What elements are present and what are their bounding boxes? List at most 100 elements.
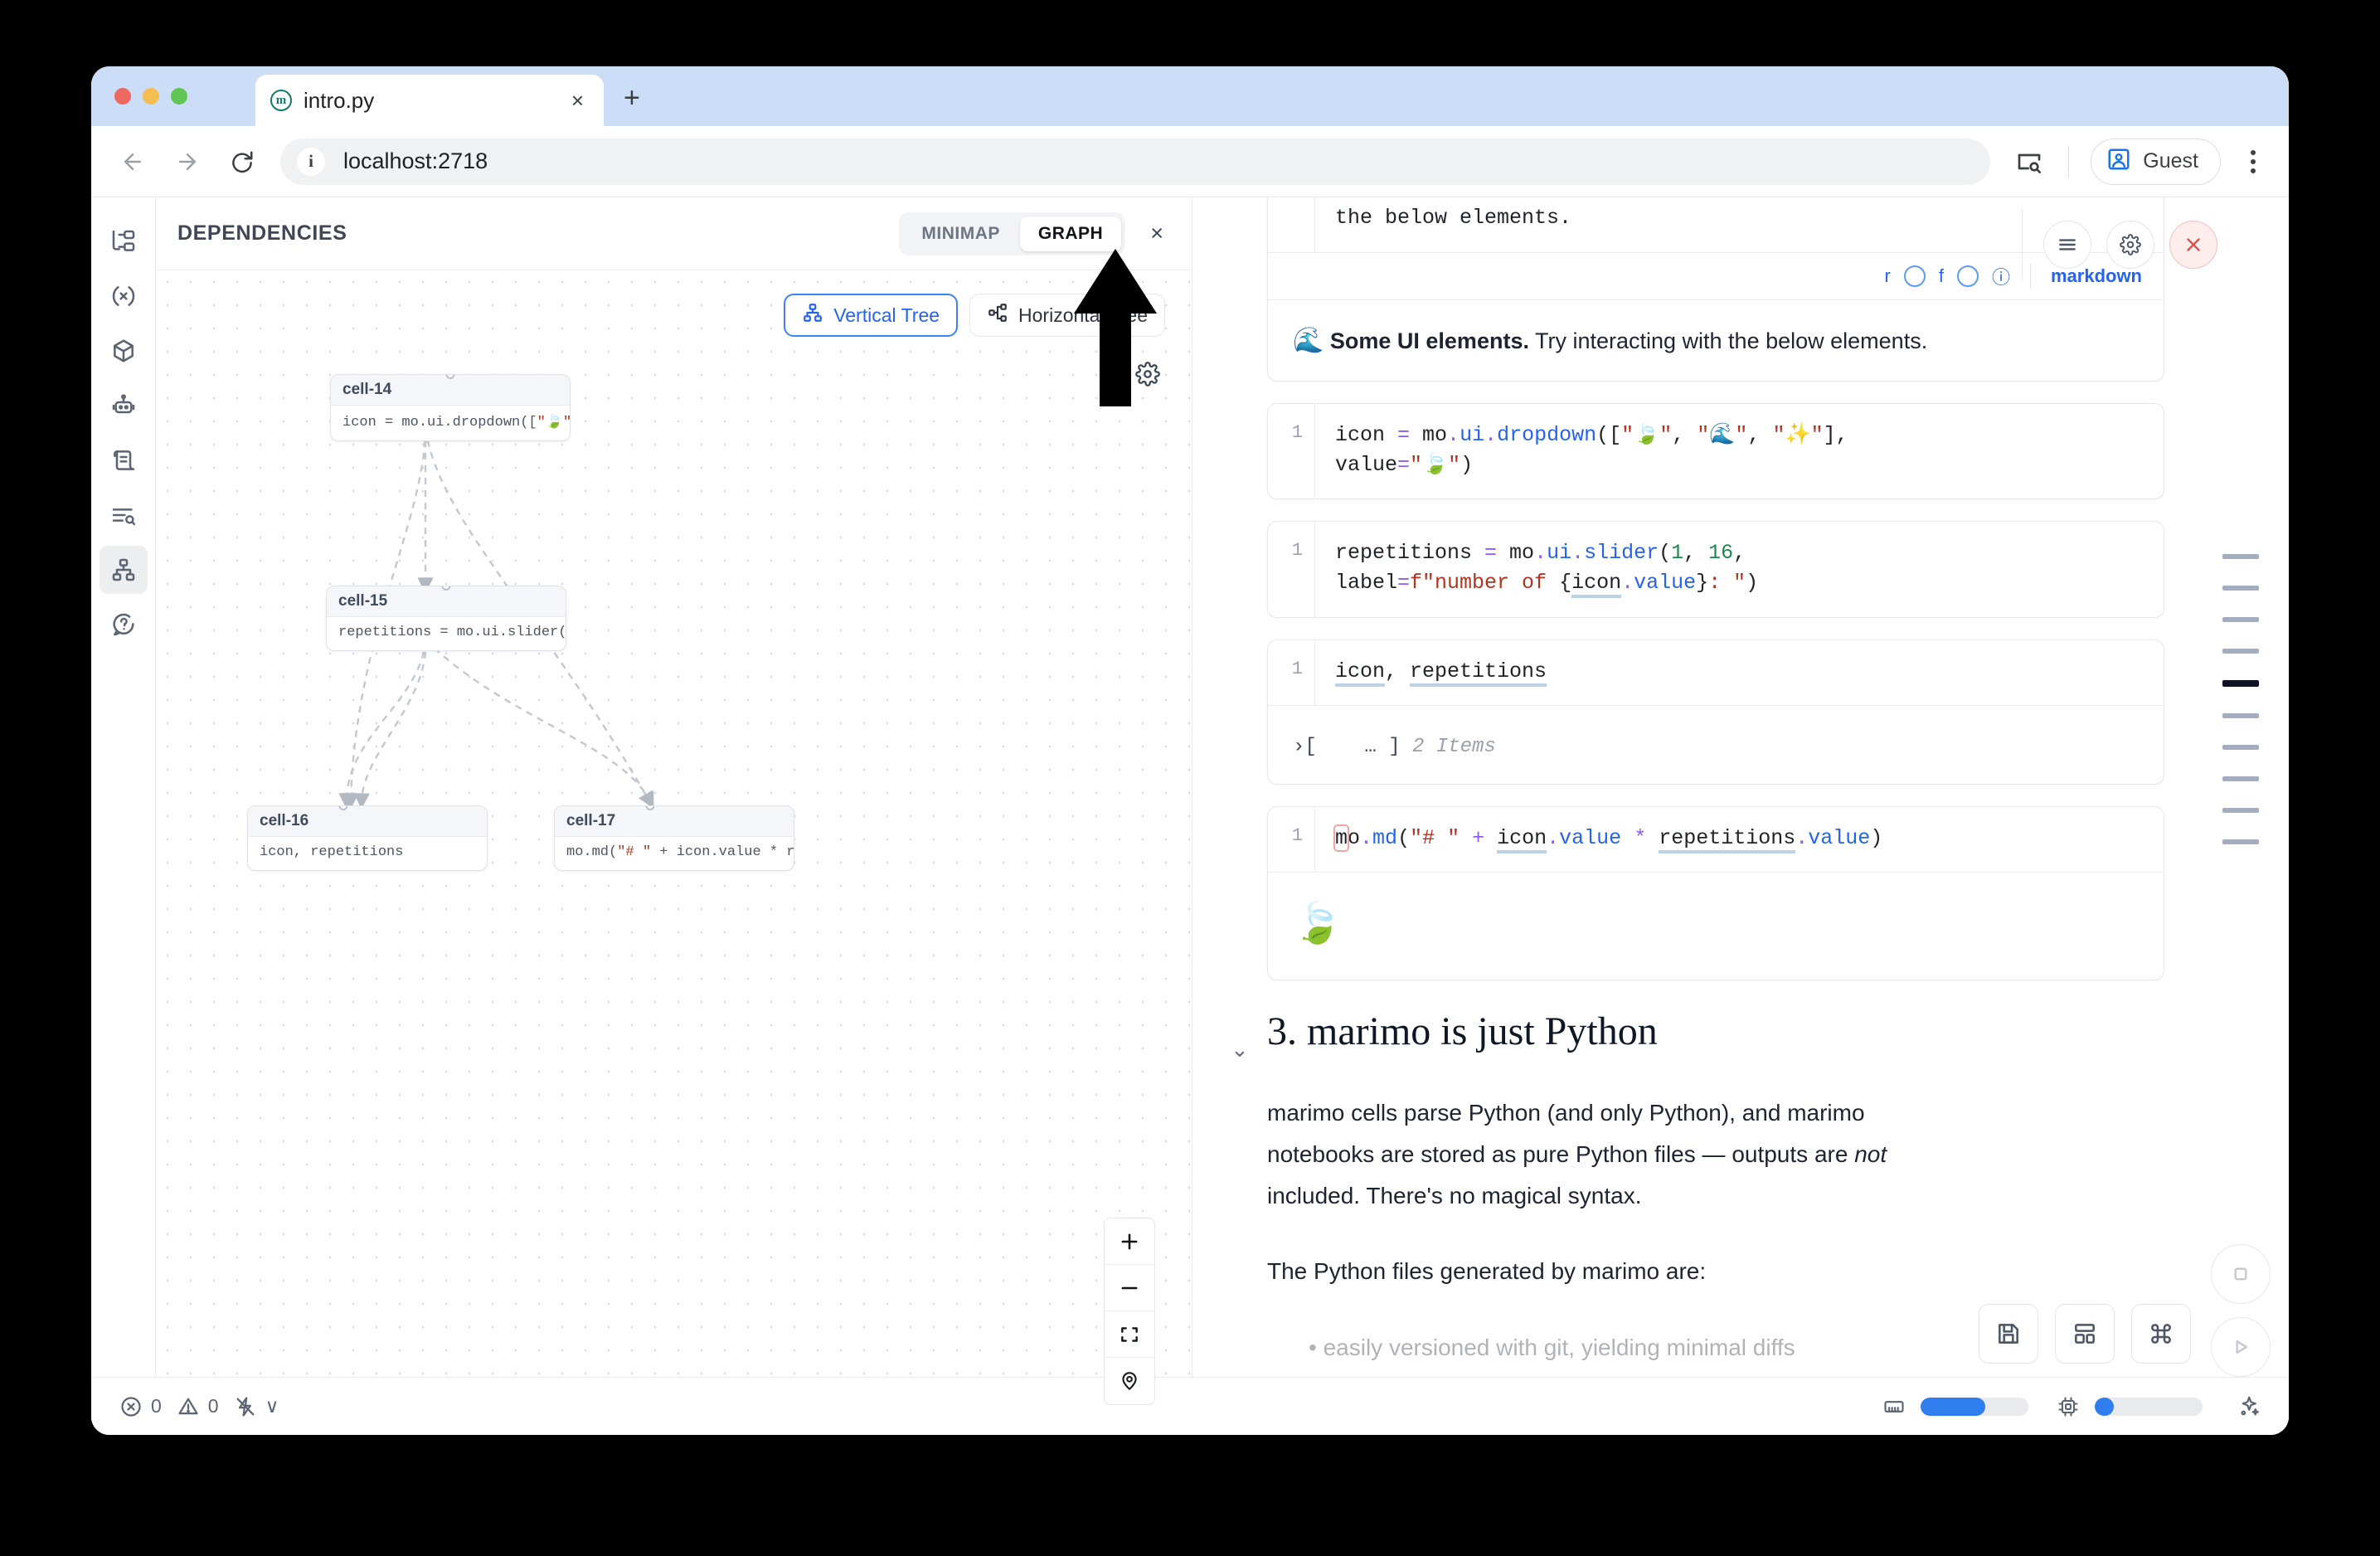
forward-button[interactable] (171, 145, 204, 178)
reload-button[interactable] (226, 145, 259, 178)
warning-status[interactable]: 0 (177, 1395, 219, 1418)
autorun-toggle[interactable]: ∨ (234, 1395, 279, 1418)
node-title: cell-17 (555, 806, 794, 837)
minimap-line[interactable] (2222, 745, 2259, 750)
sidebar-item-scratchpad[interactable] (100, 436, 148, 484)
interrupt-stop-icon[interactable] (2211, 1244, 2271, 1304)
notebook-minimap-strip[interactable] (2222, 554, 2259, 844)
section-collapse-chevron-icon[interactable]: ⌄ (1231, 1037, 1249, 1062)
command-palette-button[interactable] (2131, 1304, 2191, 1364)
zoom-in-button[interactable] (1105, 1218, 1154, 1265)
zoom-out-button[interactable] (1105, 1265, 1154, 1311)
node-handle-top[interactable] (645, 806, 655, 810)
memory-meter (1921, 1397, 2028, 1416)
view-mode-toggle: MINIMAP GRAPH (899, 212, 1126, 255)
graph-zoom-controls (1104, 1218, 1155, 1405)
site-info-icon[interactable]: i (297, 147, 325, 176)
graph-canvas[interactable]: Vertical Tree Horizontal Tree (156, 270, 1192, 1435)
cell-code-editor[interactable]: """🌊 Some UI elements.""" Try interactin… (1314, 197, 2164, 252)
notebook-cell-markdown[interactable]: 1 """🌊 Some UI elements.""" Try interact… (1267, 197, 2164, 382)
minimize-window-button[interactable] (143, 88, 159, 105)
cpu-icon (2057, 1395, 2080, 1418)
sidebar-item-packages[interactable] (100, 327, 148, 375)
cell-output: 🍃 (1268, 872, 2164, 980)
cell-code-editor[interactable]: icon = mo.ui.dropdown(["🍃", "🌊", "✨"], v… (1314, 403, 2164, 498)
notebook-cell-dropdown[interactable]: 1 icon = mo.ui.dropdown(["🍃", "🌊", "✨"],… (1267, 402, 2164, 499)
node-handle-top[interactable] (338, 806, 348, 810)
cell-code-editor[interactable]: mo.md("# " + icon.value * repetitions.va… (1314, 806, 2164, 872)
run-all-play-icon[interactable] (2211, 1317, 2271, 1377)
notebook-cell-refs[interactable]: 1 icon, repetitions ›[ … ] 2 Items (1267, 639, 2164, 785)
locate-button[interactable] (1105, 1358, 1154, 1404)
close-window-button[interactable] (114, 88, 131, 105)
cell-code-editor[interactable]: icon, repetitions (1314, 639, 2164, 705)
error-status[interactable]: 0 (119, 1395, 162, 1418)
address-bar[interactable]: i localhost:2718 (280, 138, 1991, 185)
footer-r-toggle[interactable] (1903, 265, 1926, 287)
save-button[interactable] (1979, 1304, 2038, 1364)
horizontal-tree-icon (987, 302, 1008, 328)
minimap-line[interactable] (2222, 776, 2259, 781)
graph-node-cell-15[interactable]: cell-15 repetitions = mo.ui.slider(1, 16… (326, 586, 566, 651)
tab-graph[interactable]: GRAPH (1019, 216, 1122, 251)
output-emoji: 🍃 (1293, 902, 1343, 946)
notebook-cell-md[interactable]: ⌄ 1 mo.md("# " + icon.value * repetition… (1267, 805, 2164, 980)
minimap-line[interactable] (2222, 713, 2259, 718)
minimap-line[interactable] (2222, 839, 2259, 844)
node-code: repetitions = mo.ui.slider(1, 16, label=… (338, 625, 566, 640)
sidebar-item-variables[interactable] (100, 272, 148, 320)
back-button[interactable] (116, 145, 149, 178)
info-icon[interactable]: ⓘ (1991, 266, 2010, 288)
dependencies-panel: DEPENDENCIES MINIMAP GRAPH × Vertical Tr… (156, 197, 1192, 1435)
node-handle-top[interactable] (445, 375, 455, 379)
autorun-chevron-icon[interactable]: ∨ (265, 1395, 279, 1417)
close-panel-icon[interactable]: × (1150, 221, 1163, 246)
minimap-line[interactable] (2222, 554, 2259, 559)
browser-tab[interactable]: m intro.py × (255, 75, 604, 126)
vertical-tree-label: Vertical Tree (833, 304, 940, 326)
cell-code-editor[interactable]: repetitions = mo.ui.slider(1, 16, label=… (1314, 522, 2164, 617)
maximize-window-button[interactable] (171, 88, 187, 105)
url-text: localhost:2718 (343, 148, 488, 173)
search-tabs-icon[interactable] (2012, 144, 2047, 179)
sidebar-item-chat[interactable] (100, 382, 148, 430)
notebook-scroll-area[interactable]: 1 """🌊 Some UI elements.""" Try interact… (1192, 197, 2289, 1435)
sidebar-item-dependency-graph[interactable] (99, 546, 148, 594)
notebook-action-buttons (1979, 1304, 2191, 1364)
browser-menu-button[interactable] (2242, 149, 2264, 173)
minimap-line[interactable] (2222, 649, 2259, 654)
profile-button[interactable]: Guest (2091, 138, 2221, 185)
tab-close-icon[interactable]: × (571, 87, 584, 113)
sidebar-item-file-explorer[interactable] (100, 217, 148, 265)
graph-node-cell-17[interactable]: cell-17 mo.md("# " + icon.value * repeti… (554, 805, 794, 871)
graph-node-cell-16[interactable]: cell-16 icon, repetitions (247, 805, 488, 871)
output-repr[interactable]: ›[ … ] 2 Items (1293, 735, 1496, 758)
cell-settings-gear-icon[interactable] (2106, 221, 2154, 269)
node-code: icon = mo.ui.dropdown(["🍃", "🌊", "✨"], v… (342, 415, 571, 430)
node-handle-top[interactable] (441, 586, 451, 591)
fit-view-button[interactable] (1105, 1311, 1154, 1358)
notebook-cell-slider[interactable]: 1 repetitions = mo.ui.slider(1, 16, labe… (1267, 521, 2164, 618)
vertical-tree-button[interactable]: Vertical Tree (784, 294, 959, 337)
ai-sparkles-icon[interactable] (2236, 1394, 2261, 1419)
node-title: cell-15 (327, 586, 566, 617)
footer-f-toggle[interactable] (1956, 265, 1979, 287)
minimap-line[interactable] (2222, 586, 2259, 591)
browser-toolbar: i localhost:2718 Guest (91, 126, 2289, 197)
sidebar-item-help[interactable] (100, 601, 148, 649)
tab-minimap[interactable]: MINIMAP (921, 223, 1000, 243)
section-heading: 3. marimo is just Python (1267, 1009, 1658, 1053)
minimap-line[interactable] (2222, 808, 2259, 813)
cell-delete-close-icon[interactable] (2169, 221, 2217, 269)
minimap-line-active[interactable] (2222, 680, 2259, 687)
layout-button[interactable] (2055, 1304, 2115, 1364)
notebook-section-3: ⌄ 3. marimo is just Python marimo cells … (1231, 1009, 2164, 1369)
cell-menu-hamburger-icon[interactable] (2043, 221, 2091, 269)
graph-node-cell-14[interactable]: cell-14 icon = mo.ui.dropdown(["🍃", "🌊",… (330, 374, 571, 441)
minimap-line[interactable] (2222, 617, 2259, 622)
sidebar-item-outline[interactable] (100, 491, 148, 539)
window-traffic-lights (114, 88, 187, 105)
new-tab-button[interactable]: + (624, 82, 640, 114)
graph-settings-gear-icon[interactable] (1135, 362, 1160, 391)
annotation-arrow (1074, 249, 1157, 406)
